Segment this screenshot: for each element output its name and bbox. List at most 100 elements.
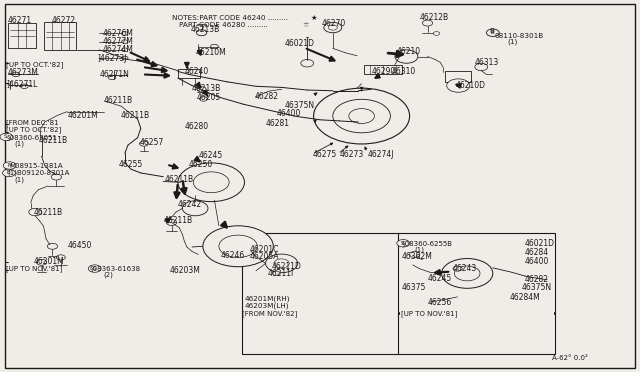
Text: (1): (1) <box>415 247 425 253</box>
Text: [FROM DEC.'81: [FROM DEC.'81 <box>6 119 59 126</box>
Text: 46362M: 46362M <box>402 252 433 261</box>
Text: 46211B: 46211B <box>38 136 68 145</box>
Text: 46275: 46275 <box>312 150 337 159</box>
Circle shape <box>442 259 493 288</box>
Text: 46211B: 46211B <box>120 111 150 120</box>
Circle shape <box>328 25 337 30</box>
Circle shape <box>3 169 15 177</box>
Text: 46245: 46245 <box>428 274 452 283</box>
Text: (1)B09120-8301A: (1)B09120-8301A <box>8 170 70 176</box>
Text: 46210: 46210 <box>397 47 421 56</box>
Circle shape <box>453 266 462 271</box>
Text: [UP TO NOV.'81]: [UP TO NOV.'81] <box>401 310 457 317</box>
Text: 46201C: 46201C <box>250 245 279 254</box>
Bar <box>364 65 402 74</box>
Circle shape <box>166 219 177 225</box>
Text: 46211I: 46211I <box>268 269 294 278</box>
Text: 46205: 46205 <box>197 93 221 102</box>
Circle shape <box>196 30 207 36</box>
Circle shape <box>20 84 28 89</box>
Text: M08915-1381A: M08915-1381A <box>10 163 63 169</box>
Text: PART CODE 46280 .........: PART CODE 46280 ......... <box>179 22 268 28</box>
Text: 46274M: 46274M <box>102 45 133 54</box>
Text: 46272: 46272 <box>51 16 76 25</box>
Circle shape <box>200 97 207 101</box>
Text: 46270: 46270 <box>321 19 346 28</box>
Text: 46203M: 46203M <box>170 266 200 275</box>
Circle shape <box>422 20 433 26</box>
Text: 46210M: 46210M <box>195 48 226 57</box>
Text: 46273M: 46273M <box>8 68 38 77</box>
Circle shape <box>36 259 47 265</box>
Circle shape <box>314 88 410 144</box>
Text: 46201M(RH): 46201M(RH) <box>244 296 290 302</box>
Text: 46400: 46400 <box>276 109 301 118</box>
Circle shape <box>486 29 499 36</box>
Text: (2): (2) <box>104 271 113 278</box>
Circle shape <box>211 44 218 49</box>
Text: 46284: 46284 <box>525 248 549 257</box>
Text: B: B <box>6 170 10 176</box>
Text: 46271: 46271 <box>8 16 32 25</box>
Text: 46211B: 46211B <box>165 175 195 184</box>
Circle shape <box>12 72 20 77</box>
Text: S: S <box>401 241 404 246</box>
Text: S: S <box>92 266 95 271</box>
Text: ★: ★ <box>310 15 317 21</box>
Text: 46213B: 46213B <box>191 25 220 34</box>
Text: 46277M: 46277M <box>102 37 133 46</box>
Text: 46273: 46273 <box>339 150 364 159</box>
Text: 46211B: 46211B <box>104 96 133 105</box>
Circle shape <box>454 266 480 281</box>
Text: 46245: 46245 <box>198 151 223 160</box>
Circle shape <box>122 48 128 52</box>
Text: 46211B: 46211B <box>33 208 63 217</box>
Circle shape <box>122 56 128 60</box>
Circle shape <box>56 255 65 260</box>
Circle shape <box>88 265 101 272</box>
Text: (1): (1) <box>507 38 517 45</box>
Circle shape <box>178 163 244 202</box>
Text: 46313: 46313 <box>475 58 499 67</box>
Circle shape <box>324 22 342 33</box>
Text: 46250: 46250 <box>189 160 213 169</box>
Bar <box>178 69 200 78</box>
Circle shape <box>447 79 470 92</box>
Text: 46375N: 46375N <box>522 283 552 292</box>
Circle shape <box>274 259 289 268</box>
Circle shape <box>108 75 116 80</box>
Text: 08110-8301B: 08110-8301B <box>494 33 543 39</box>
Text: [UP TO OCT.'82]: [UP TO OCT.'82] <box>6 126 62 133</box>
Text: 46375: 46375 <box>402 283 426 292</box>
Text: 46290: 46290 <box>371 67 396 76</box>
Text: [FROM NOV.'82]: [FROM NOV.'82] <box>242 310 297 317</box>
Text: 46201M: 46201M <box>67 111 98 120</box>
Circle shape <box>182 201 208 216</box>
Bar <box>398 233 555 354</box>
Text: 46375N: 46375N <box>285 101 315 110</box>
Circle shape <box>47 243 58 249</box>
Text: (1): (1) <box>14 177 24 183</box>
Text: NOTES:PART CODE 46240 .........: NOTES:PART CODE 46240 ......... <box>172 15 287 21</box>
Bar <box>242 233 399 354</box>
Circle shape <box>122 32 128 35</box>
Circle shape <box>51 174 61 180</box>
Text: 46255: 46255 <box>118 160 143 169</box>
Text: 46256: 46256 <box>428 298 452 307</box>
Circle shape <box>29 208 42 216</box>
Circle shape <box>395 50 418 63</box>
Circle shape <box>273 271 280 276</box>
Text: 46201M: 46201M <box>33 257 64 266</box>
Text: 46310: 46310 <box>392 67 416 76</box>
Text: 46282: 46282 <box>255 92 279 101</box>
Circle shape <box>140 141 148 146</box>
Text: 46021D: 46021D <box>525 239 555 248</box>
Bar <box>44 22 76 50</box>
Text: 46276M: 46276M <box>102 29 133 38</box>
Text: ⁆46271L: ⁆46271L <box>6 79 38 88</box>
Text: ☆: ☆ <box>302 22 308 28</box>
Text: §08360-63051: §08360-63051 <box>6 134 58 140</box>
Circle shape <box>219 235 257 257</box>
Text: §08360-6255B: §08360-6255B <box>402 240 453 246</box>
Text: 46450: 46450 <box>67 241 92 250</box>
